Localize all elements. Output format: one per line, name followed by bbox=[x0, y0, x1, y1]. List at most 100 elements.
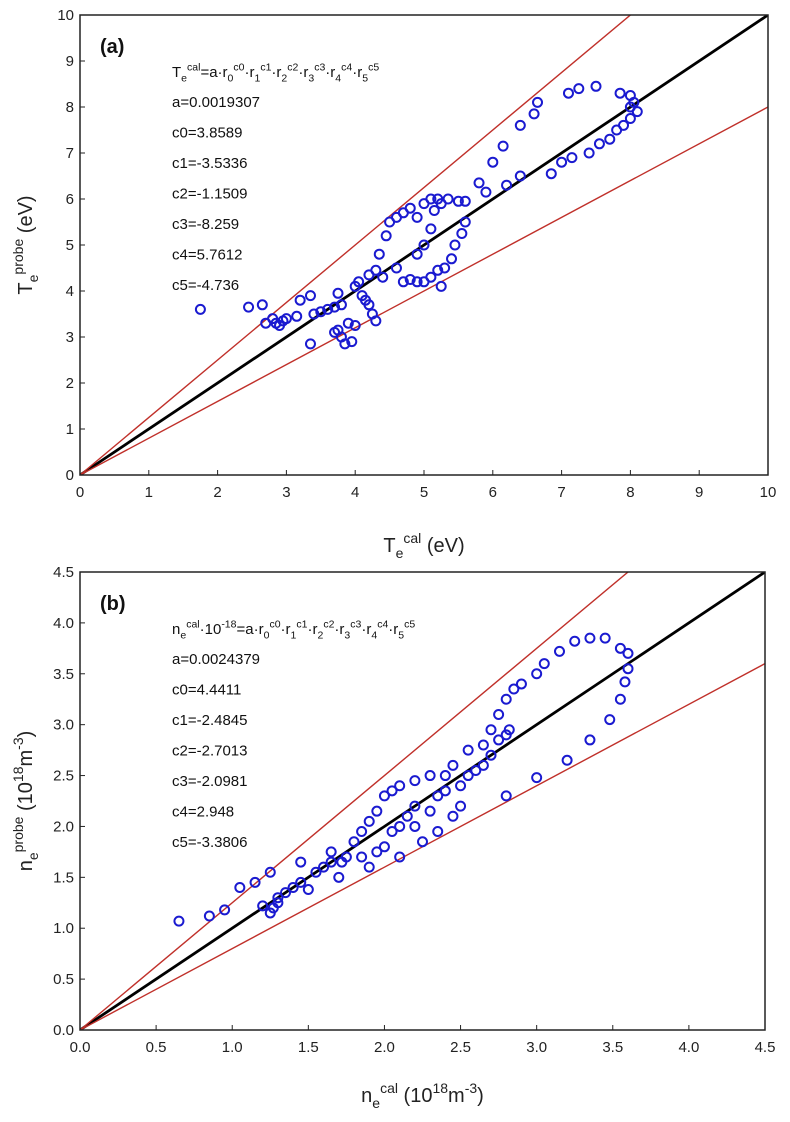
y-tick-label: 1.0 bbox=[53, 920, 74, 937]
data-point bbox=[455, 780, 467, 792]
data-point bbox=[455, 800, 467, 812]
data-point bbox=[614, 642, 626, 654]
x-tick-label: 4.0 bbox=[678, 1039, 699, 1056]
data-point bbox=[462, 744, 474, 756]
panel-label: (a) bbox=[100, 36, 124, 58]
data-point bbox=[272, 892, 284, 904]
chart-panel-a: 0 1 2 3 4 5 6 7 8 9 10 0 1 2 3 4 5 6 7 8 9 10 Tecal (eV) Teprob… bbox=[10, 7, 777, 561]
y-axis-label: neprobe (1018m-3) bbox=[10, 731, 41, 872]
data-point bbox=[418, 239, 430, 251]
data-point bbox=[243, 301, 255, 313]
x-tick-label: 1 bbox=[145, 484, 153, 501]
data-point bbox=[378, 841, 390, 853]
data-point bbox=[447, 759, 459, 771]
data-point bbox=[622, 663, 634, 675]
data-point bbox=[349, 320, 361, 331]
data-point bbox=[583, 147, 595, 159]
data-point bbox=[500, 693, 512, 705]
fit-coefficient: a=0.0024379 bbox=[172, 651, 260, 668]
x-tick-label: 8 bbox=[626, 484, 634, 501]
data-point bbox=[424, 770, 436, 782]
data-point bbox=[424, 805, 436, 817]
data-point bbox=[619, 676, 631, 688]
data-point bbox=[485, 724, 497, 736]
data-point bbox=[339, 338, 351, 350]
data-point bbox=[340, 851, 352, 863]
data-point bbox=[409, 820, 421, 832]
data-point bbox=[409, 800, 421, 812]
data-point bbox=[203, 910, 215, 922]
x-tick-label: 10 bbox=[760, 484, 777, 501]
fit-coefficient: c0=4.4411 bbox=[172, 682, 241, 699]
identity-line bbox=[80, 572, 765, 1030]
data-point bbox=[363, 299, 375, 311]
data-point bbox=[503, 724, 515, 736]
data-point bbox=[480, 186, 492, 198]
data-point bbox=[404, 274, 416, 285]
data-point bbox=[538, 658, 550, 670]
data-point bbox=[593, 138, 605, 150]
x-tick-label: 5 bbox=[420, 484, 428, 501]
fit-coefficient: a=0.0019307 bbox=[172, 94, 260, 111]
x-axis-label: Tecal (eV) bbox=[383, 530, 464, 561]
fit-coefficient: c5=-4.736 bbox=[172, 277, 239, 294]
data-point bbox=[386, 826, 398, 838]
data-point bbox=[335, 299, 347, 311]
data-point bbox=[318, 861, 330, 873]
data-point bbox=[411, 276, 423, 288]
data-point bbox=[485, 749, 497, 761]
data-point bbox=[590, 80, 602, 92]
data-point bbox=[514, 119, 526, 131]
data-point bbox=[449, 239, 461, 251]
data-point bbox=[302, 884, 314, 896]
data-point bbox=[353, 276, 365, 288]
data-point bbox=[371, 846, 383, 858]
data-point bbox=[386, 785, 398, 797]
data-point bbox=[411, 211, 423, 223]
data-point bbox=[304, 290, 316, 302]
x-tick-label: 3.5 bbox=[602, 1039, 623, 1056]
data-point bbox=[561, 754, 573, 766]
data-point bbox=[325, 856, 337, 868]
y-tick-label: 3 bbox=[66, 329, 74, 346]
data-point bbox=[473, 177, 485, 189]
data-point bbox=[446, 253, 458, 265]
data-point bbox=[418, 276, 430, 288]
data-point bbox=[614, 693, 626, 705]
x-tick-label: 0 bbox=[76, 484, 84, 501]
data-point bbox=[348, 836, 360, 848]
fit-equation: Tecal=a·r0c0·r1c1·r2c2·r3c3·r4c4·r5c5 bbox=[172, 61, 379, 84]
data-point bbox=[257, 900, 269, 912]
x-tick-label: 4 bbox=[351, 484, 359, 501]
data-point bbox=[604, 133, 616, 145]
data-point bbox=[295, 876, 307, 888]
data-point bbox=[562, 87, 574, 99]
data-point bbox=[459, 216, 471, 228]
y-tick-label: 4.0 bbox=[53, 615, 74, 632]
fit-coefficient: c1=-3.5336 bbox=[172, 155, 247, 172]
data-point bbox=[493, 734, 505, 746]
data-point bbox=[514, 170, 526, 182]
data-point bbox=[515, 678, 527, 690]
data-point bbox=[294, 294, 306, 306]
data-point bbox=[411, 248, 423, 260]
data-point bbox=[390, 262, 402, 274]
y-tick-label: 1 bbox=[66, 421, 74, 438]
data-point bbox=[604, 714, 616, 726]
data-point bbox=[497, 140, 509, 152]
x-tick-label: 7 bbox=[557, 484, 565, 501]
data-point bbox=[631, 106, 643, 118]
data-point bbox=[622, 647, 634, 659]
data-point bbox=[194, 303, 206, 315]
data-point bbox=[528, 108, 540, 120]
x-tick-label: 0.5 bbox=[146, 1039, 167, 1056]
data-point bbox=[310, 866, 322, 878]
y-tick-label: 2.0 bbox=[53, 818, 74, 835]
fit-coefficient: c3=-2.0981 bbox=[172, 773, 247, 790]
y-tick-label: 3.0 bbox=[53, 717, 74, 734]
data-point bbox=[432, 264, 444, 276]
data-point bbox=[614, 87, 626, 99]
data-point bbox=[487, 156, 499, 168]
data-point bbox=[447, 810, 459, 822]
